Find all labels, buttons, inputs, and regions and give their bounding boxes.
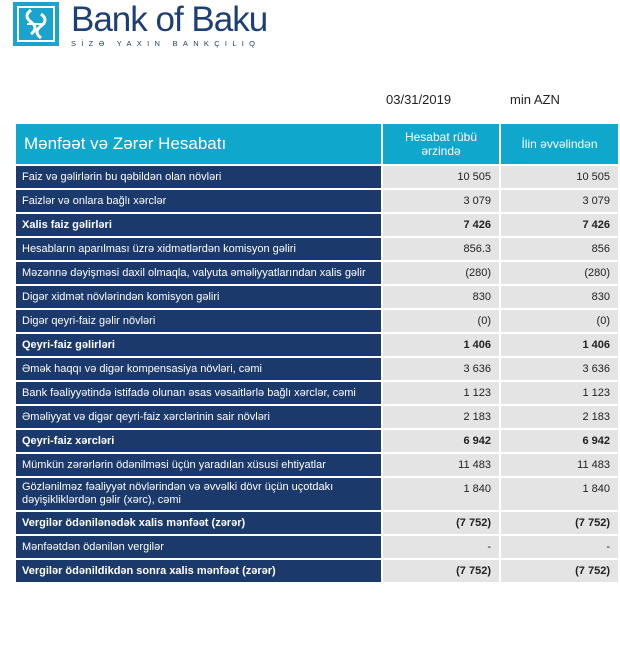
row-value-quarter: (7 752) [383,560,499,582]
row-value-ytd: 1 123 [501,382,618,404]
row-value-ytd: (7 752) [501,512,618,534]
table-row: Faizlər və onlara bağlı xərclər 3 079 3 07… [16,190,618,212]
income-statement-table: Mənfəət və Zərər Hesabatı Hesabat rübü ə… [14,122,620,584]
bank-logo[interactable]: Bank of Baku SİZƏ YAXIN BANKÇILIQ [13,0,268,48]
row-label: Vergilər ödənildikdən sonra xalis mənfəə… [16,560,381,582]
row-value-quarter: 1 406 [383,334,499,356]
row-value-quarter: 830 [383,286,499,308]
row-value-ytd: 1 840 [501,478,618,510]
row-label: Qeyri-faiz gəlirləri [16,334,381,356]
row-label: Digər xidmət növlərindən komisyon gəliri [16,286,381,308]
table-header: Mənfəət və Zərər Hesabatı Hesabat rübü ə… [16,124,618,164]
table-row: Qeyri-faiz xərcləri 6 942 6 942 [16,430,618,452]
table-row: Faiz və gəlirlərin bu qəbildən olan növl… [16,166,618,188]
row-value-quarter: (7 752) [383,512,499,534]
table-row: Digər qeyri-faiz gəlir növləri (0) (0) [16,310,618,332]
table-row: Mümkün zərərlərin ödənilməsi üçün yaradı… [16,454,618,476]
row-value-ytd: 7 426 [501,214,618,236]
table-row: Digər xidmət növlərindən komisyon gəliri… [16,286,618,308]
chain-link-logo-icon [13,2,59,46]
row-label: Mümkün zərərlərin ödənilməsi üçün yaradı… [16,454,381,476]
row-value-ytd: 1 406 [501,334,618,356]
currency-unit: min AZN [510,92,560,107]
row-label: Qeyri-faiz xərcləri [16,430,381,452]
row-value-ytd: 3 079 [501,190,618,212]
column-header-ytd: İlin əvvəlindən [501,124,618,164]
row-value-quarter: (280) [383,262,499,284]
row-value-ytd: 2 183 [501,406,618,428]
row-value-quarter: (0) [383,310,499,332]
row-label: Əmək haqqı və digər kompensasiya növləri… [16,358,381,380]
row-label: Vergilər ödənilənədək xalis mənfəət (zər… [16,512,381,534]
table-row: Əməliyyat və digər qeyri-faiz xərclərini… [16,406,618,428]
report-date: 03/31/2019 [386,92,452,107]
row-label: Hesabların aparılması üzrə xidmətlərdən … [16,238,381,260]
table-row: Gözlənilməz fəaliyyət növlərindən və əvv… [16,478,618,510]
table-row: Vergilər ödənildikdən sonra xalis mənfəə… [16,560,618,582]
row-value-ytd: - [501,536,618,558]
row-value-ytd: 10 505 [501,166,618,188]
row-label: Gözlənilməz fəaliyyət növlərindən və əvv… [16,478,381,510]
brand-tagline: SİZƏ YAXIN BANKÇILIQ [71,39,261,48]
row-value-ytd: 6 942 [501,430,618,452]
table-row: Bank fəaliyyətində istifadə olunan əsas … [16,382,618,404]
row-label: Xalis faiz gəlirləri [16,214,381,236]
table-row: Məzənnə dəyişməsi daxil olmaqla, valyuta… [16,262,618,284]
row-value-quarter: 3 636 [383,358,499,380]
row-label: Əməliyyat və digər qeyri-faiz xərclərini… [16,406,381,428]
row-label: Bank fəaliyyətində istifadə olunan əsas … [16,382,381,404]
row-value-quarter: 10 505 [383,166,499,188]
table-title: Mənfəət və Zərər Hesabatı [16,124,381,164]
row-value-quarter: 856.3 [383,238,499,260]
column-header-quarter: Hesabat rübü ərzində [383,124,499,164]
row-label: Mənfəətdən ödənilən vergilər [16,536,381,558]
row-value-ytd: (7 752) [501,560,618,582]
row-value-quarter: 6 942 [383,430,499,452]
row-label: Digər qeyri-faiz gəlir növləri [16,310,381,332]
row-value-quarter: 11 483 [383,454,499,476]
row-label: Faizlər və onlara bağlı xərclər [16,190,381,212]
row-value-quarter: - [383,536,499,558]
row-value-ytd: (280) [501,262,618,284]
row-value-quarter: 1 123 [383,382,499,404]
row-value-quarter: 2 183 [383,406,499,428]
row-value-quarter: 1 840 [383,478,499,510]
row-label: Faiz və gəlirlərin bu qəbildən olan növl… [16,166,381,188]
table-row: Vergilər ödənilənədək xalis mənfəət (zər… [16,512,618,534]
row-value-quarter: 7 426 [383,214,499,236]
table-row: Hesabların aparılması üzrə xidmətlərdən … [16,238,618,260]
row-value-ytd: 11 483 [501,454,618,476]
table-row: Əmək haqqı və digər kompensasiya növləri… [16,358,618,380]
row-value-ytd: 830 [501,286,618,308]
table-row: Xalis faiz gəlirləri 7 426 7 426 [16,214,618,236]
table-row: Qeyri-faiz gəlirləri 1 406 1 406 [16,334,618,356]
row-value-ytd: 3 636 [501,358,618,380]
row-value-ytd: 856 [501,238,618,260]
row-label: Məzənnə dəyişməsi daxil olmaqla, valyuta… [16,262,381,284]
brand-name: Bank of Baku [71,0,268,39]
row-value-ytd: (0) [501,310,618,332]
table-row: Mənfəətdən ödənilən vergilər - - [16,536,618,558]
row-value-quarter: 3 079 [383,190,499,212]
